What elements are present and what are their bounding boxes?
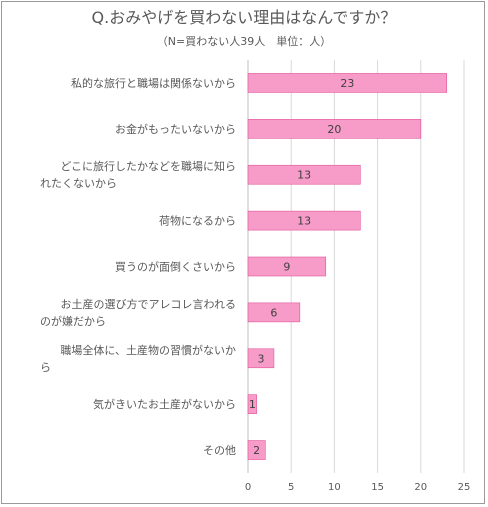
bar: [247, 348, 275, 369]
chart-subtitle: （N=買わない人39人 単位：人）: [156, 35, 332, 48]
data-label: 20: [327, 123, 341, 136]
bar: [247, 256, 327, 277]
category-labels: 私的な旅行と職場は関係ないからお金がもったいないからどこに旅行したかなどを職場に…: [40, 76, 236, 457]
bar: [247, 440, 266, 460]
category-label: どこに旅行したかなどを職場に知ら: [60, 159, 236, 173]
category-label: お土産の選び方でアレコレ言われる: [61, 297, 236, 311]
data-label: 13: [297, 215, 311, 228]
chart-title: Q.おみやげを買わない理由はなんですか？: [91, 8, 397, 27]
category-label: 私的な旅行と職場は関係ないから: [71, 76, 236, 90]
bar: [247, 302, 301, 323]
bar: [247, 394, 257, 414]
data-label: 1: [249, 398, 256, 411]
category-label: 気がきいたお土産がないから: [93, 397, 236, 411]
category-label: 買うのが面倒くさいから: [115, 260, 236, 274]
category-label: れたくないから: [40, 177, 117, 190]
category-label: その他: [203, 444, 236, 457]
category-label: お金がもったいないから: [115, 122, 236, 136]
x-tick-label: 15: [371, 482, 384, 493]
data-label: 6: [270, 306, 277, 319]
category-label: 職場全体に、土産物の習慣がないか: [60, 343, 236, 357]
bar: [247, 210, 361, 231]
x-tick-label: 20: [414, 482, 427, 493]
x-tick-label: 5: [288, 482, 294, 493]
x-tick-label: 10: [328, 482, 341, 493]
bar: [247, 73, 448, 93]
data-label: 3: [257, 352, 264, 365]
data-label: 2: [253, 444, 260, 457]
x-tick-label: 0: [245, 482, 251, 493]
category-label: ら: [40, 361, 51, 374]
category-label: 荷物になるから: [159, 214, 236, 228]
data-label: 23: [340, 77, 354, 90]
bar: [247, 164, 361, 185]
data-label: 13: [297, 169, 311, 182]
category-label: のが嫌だから: [40, 314, 106, 328]
x-tick-label: 25: [458, 482, 471, 493]
x-axis-ticks: 0 5 10 15 20 25: [245, 482, 471, 493]
bar: [247, 119, 422, 139]
bars: 23 20 13 13 9 6 3 1 2: [247, 73, 448, 460]
data-label: 9: [283, 261, 290, 274]
